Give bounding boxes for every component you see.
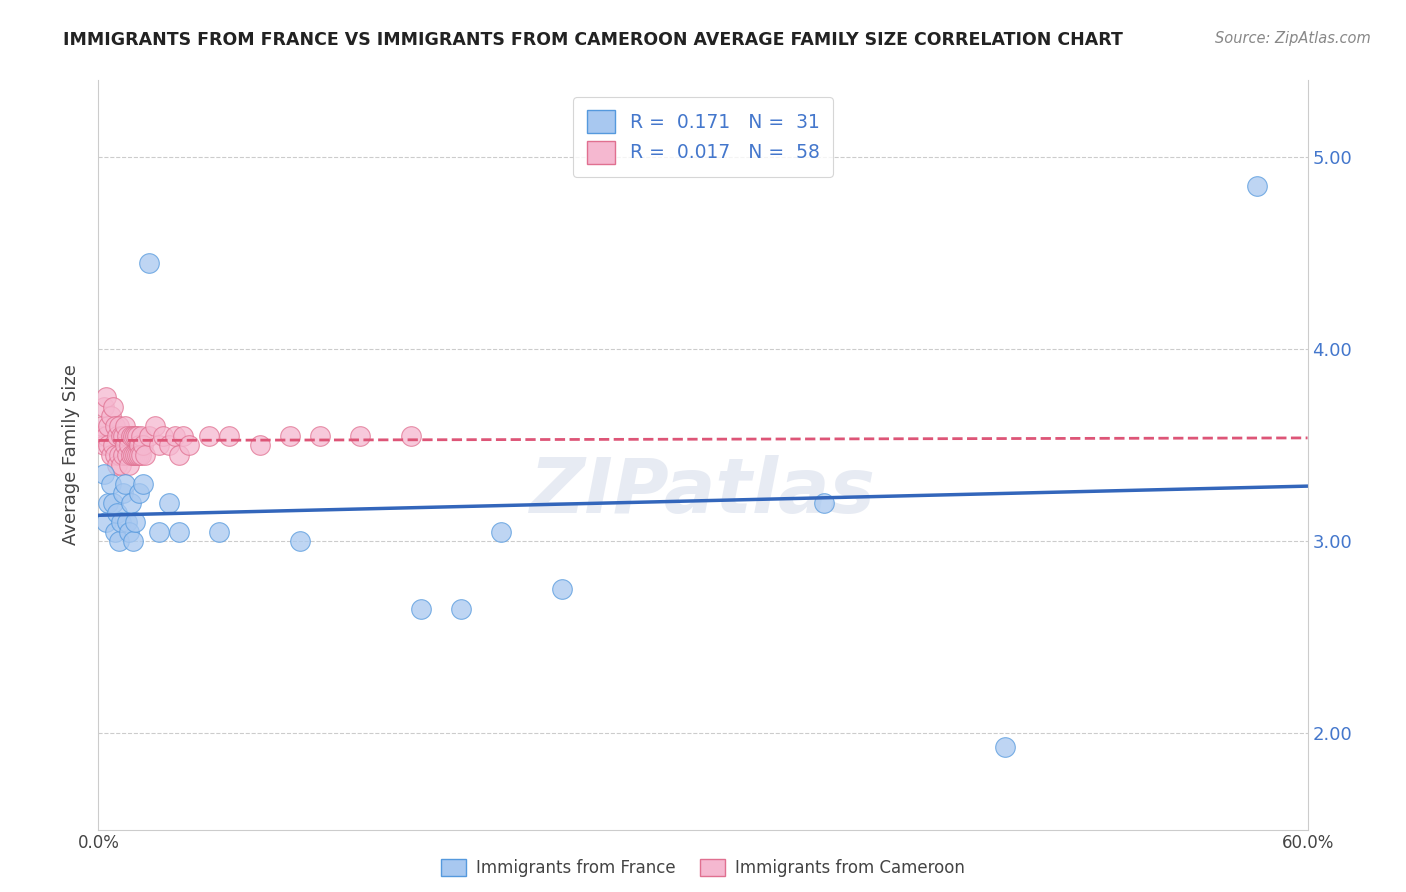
Point	[114, 419, 136, 434]
Point	[121, 428, 143, 442]
Point	[120, 448, 142, 462]
Point	[450, 601, 472, 615]
Point	[105, 428, 128, 442]
Point	[124, 448, 146, 462]
Point	[157, 496, 180, 510]
Point	[121, 534, 143, 549]
Point	[132, 438, 155, 452]
Point	[97, 496, 120, 510]
Point	[93, 400, 115, 414]
Point	[143, 419, 166, 434]
Point	[105, 458, 128, 472]
Point	[103, 448, 125, 462]
Point	[132, 476, 155, 491]
Point	[115, 515, 138, 529]
Point	[551, 582, 574, 597]
Point	[93, 467, 115, 482]
Point	[125, 428, 148, 442]
Point	[118, 524, 141, 539]
Point	[138, 428, 160, 442]
Point	[100, 409, 122, 424]
Point	[288, 534, 311, 549]
Point	[491, 524, 513, 539]
Point	[148, 438, 170, 452]
Text: IMMIGRANTS FROM FRANCE VS IMMIGRANTS FROM CAMEROON AVERAGE FAMILY SIZE CORRELATI: IMMIGRANTS FROM FRANCE VS IMMIGRANTS FRO…	[63, 31, 1123, 49]
Point	[124, 515, 146, 529]
Point	[218, 428, 240, 442]
Point	[118, 438, 141, 452]
Point	[89, 428, 111, 442]
Point	[172, 428, 194, 442]
Point	[198, 428, 221, 442]
Legend: Immigrants from France, Immigrants from Cameroon: Immigrants from France, Immigrants from …	[434, 852, 972, 884]
Point	[124, 428, 146, 442]
Point	[129, 428, 152, 442]
Point	[101, 438, 124, 452]
Text: Source: ZipAtlas.com: Source: ZipAtlas.com	[1215, 31, 1371, 46]
Point	[128, 448, 150, 462]
Point	[120, 496, 142, 510]
Point	[110, 428, 132, 442]
Point	[157, 438, 180, 452]
Point	[107, 419, 129, 434]
Point	[111, 428, 134, 442]
Point	[100, 476, 122, 491]
Point	[100, 448, 122, 462]
Point	[114, 438, 136, 452]
Point	[103, 524, 125, 539]
Point	[134, 448, 156, 462]
Point	[111, 486, 134, 500]
Point	[163, 428, 186, 442]
Point	[110, 458, 132, 472]
Point	[129, 448, 152, 462]
Point	[125, 448, 148, 462]
Point	[309, 428, 332, 442]
Point	[128, 486, 150, 500]
Point	[96, 515, 118, 529]
Point	[115, 448, 138, 462]
Point	[278, 428, 301, 442]
Point	[249, 438, 271, 452]
Point	[97, 419, 120, 434]
Point	[105, 506, 128, 520]
Point	[101, 400, 124, 414]
Point	[1246, 178, 1268, 193]
Point	[107, 448, 129, 462]
Point	[399, 428, 422, 442]
Point	[91, 419, 114, 434]
Point	[96, 428, 118, 442]
Point	[93, 438, 115, 452]
Point	[118, 458, 141, 472]
Point	[115, 428, 138, 442]
Point	[128, 438, 150, 452]
Point	[152, 428, 174, 442]
Point	[107, 534, 129, 549]
Legend: R =  0.171   N =  31, R =  0.017   N =  58: R = 0.171 N = 31, R = 0.017 N = 58	[574, 97, 832, 177]
Point	[103, 419, 125, 434]
Point	[114, 476, 136, 491]
Point	[994, 739, 1017, 754]
Point	[121, 448, 143, 462]
Point	[101, 496, 124, 510]
Point	[167, 448, 190, 462]
Point	[97, 438, 120, 452]
Point	[111, 448, 134, 462]
Y-axis label: Average Family Size: Average Family Size	[62, 365, 80, 545]
Point	[110, 515, 132, 529]
Point	[167, 524, 190, 539]
Point	[409, 601, 432, 615]
Point	[120, 428, 142, 442]
Point	[349, 428, 371, 442]
Point	[813, 496, 835, 510]
Point	[148, 524, 170, 539]
Point	[179, 438, 201, 452]
Text: ZIPatlas: ZIPatlas	[530, 456, 876, 529]
Point	[208, 524, 231, 539]
Point	[138, 256, 160, 270]
Point	[96, 390, 118, 404]
